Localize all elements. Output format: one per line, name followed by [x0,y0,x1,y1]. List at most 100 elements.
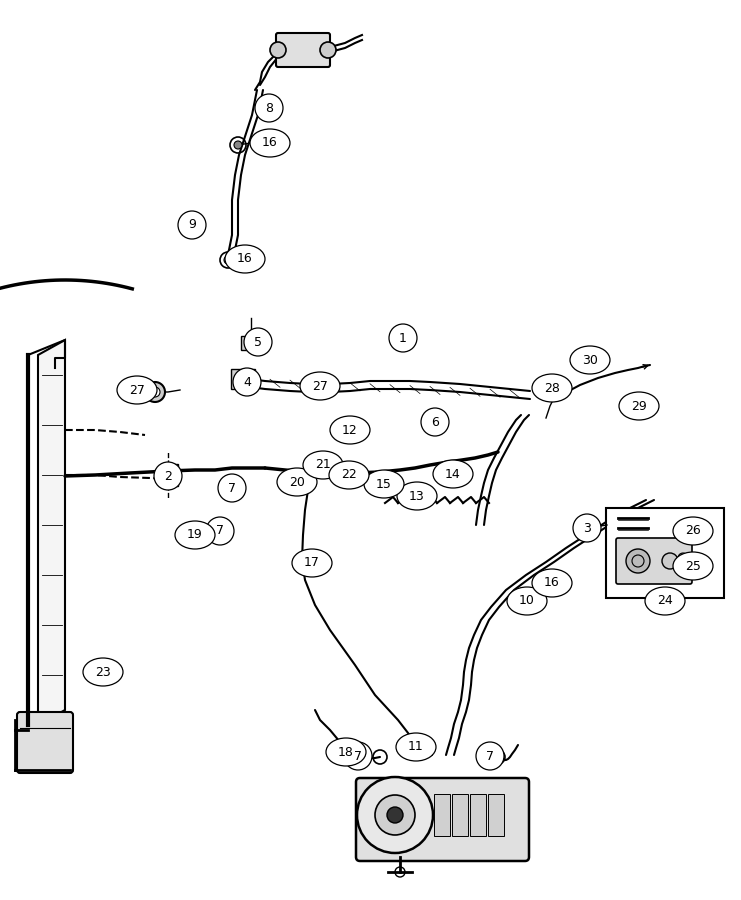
Text: 17: 17 [304,556,320,570]
Circle shape [476,742,504,770]
Text: 12: 12 [342,424,358,436]
Ellipse shape [673,552,713,580]
Text: 3: 3 [583,521,591,535]
Text: 16: 16 [262,137,278,149]
FancyBboxPatch shape [616,538,692,584]
Ellipse shape [292,549,332,577]
Ellipse shape [532,374,572,402]
Ellipse shape [303,451,343,479]
Circle shape [573,514,601,542]
Text: 5: 5 [254,336,262,348]
Ellipse shape [396,733,436,761]
Text: 18: 18 [338,745,354,759]
Text: 15: 15 [376,478,392,491]
Text: 29: 29 [631,400,647,412]
Circle shape [375,795,415,835]
Text: 30: 30 [582,354,598,366]
Text: 6: 6 [431,416,439,428]
FancyBboxPatch shape [231,369,255,389]
Text: 26: 26 [685,525,701,537]
Circle shape [154,462,182,490]
Text: 9: 9 [188,219,196,231]
Text: 25: 25 [685,560,701,572]
Text: 20: 20 [289,475,305,489]
Text: 19: 19 [187,528,203,542]
Text: 16: 16 [237,253,253,266]
Ellipse shape [570,346,610,374]
Text: 7: 7 [228,482,236,494]
Text: 23: 23 [95,665,111,679]
Circle shape [244,328,272,356]
FancyBboxPatch shape [276,33,330,67]
Text: 8: 8 [265,102,273,114]
Text: 24: 24 [657,595,673,608]
Ellipse shape [507,587,547,615]
Circle shape [389,324,417,352]
Circle shape [270,42,286,58]
Text: 22: 22 [341,469,357,482]
Ellipse shape [364,470,404,498]
Circle shape [224,256,232,264]
Text: 7: 7 [216,525,224,537]
FancyBboxPatch shape [434,794,450,836]
Circle shape [255,94,283,122]
Circle shape [421,408,449,436]
Text: 1: 1 [399,331,407,345]
Ellipse shape [175,521,215,549]
Circle shape [218,474,246,502]
Text: 4: 4 [243,375,251,389]
FancyBboxPatch shape [162,464,178,486]
Ellipse shape [326,738,366,766]
Circle shape [357,777,433,853]
Circle shape [234,141,242,149]
Text: 13: 13 [409,490,425,502]
Text: 28: 28 [544,382,560,394]
Circle shape [206,517,234,545]
FancyBboxPatch shape [452,794,468,836]
Polygon shape [38,340,65,725]
Text: 21: 21 [315,458,331,472]
Text: 10: 10 [519,595,535,608]
FancyBboxPatch shape [356,778,529,861]
Circle shape [178,211,206,239]
Circle shape [586,357,594,365]
Circle shape [308,378,328,398]
Text: 2: 2 [164,470,172,482]
Circle shape [313,383,323,393]
Text: 27: 27 [312,380,328,392]
Ellipse shape [250,129,290,157]
Ellipse shape [225,245,265,273]
Ellipse shape [330,416,370,444]
Circle shape [413,747,419,753]
Text: 14: 14 [445,467,461,481]
Ellipse shape [433,460,473,488]
Circle shape [320,42,336,58]
Circle shape [626,549,650,573]
Circle shape [145,382,165,402]
Ellipse shape [83,658,123,686]
FancyBboxPatch shape [488,794,504,836]
Text: 16: 16 [544,577,560,590]
Ellipse shape [532,569,572,597]
FancyBboxPatch shape [241,336,261,350]
Ellipse shape [300,372,340,400]
Ellipse shape [673,517,713,545]
Ellipse shape [619,392,659,420]
Text: 7: 7 [354,750,362,762]
Text: 27: 27 [129,383,145,397]
Circle shape [678,553,688,563]
Circle shape [387,807,403,823]
FancyBboxPatch shape [606,508,724,598]
FancyBboxPatch shape [470,794,486,836]
Circle shape [150,387,160,397]
Circle shape [662,553,678,569]
Circle shape [233,368,261,396]
Ellipse shape [645,587,685,615]
FancyBboxPatch shape [17,712,73,773]
Ellipse shape [397,482,437,510]
Text: 11: 11 [408,741,424,753]
Circle shape [344,742,372,770]
Ellipse shape [117,376,157,404]
Ellipse shape [329,461,369,489]
Text: 7: 7 [486,750,494,762]
